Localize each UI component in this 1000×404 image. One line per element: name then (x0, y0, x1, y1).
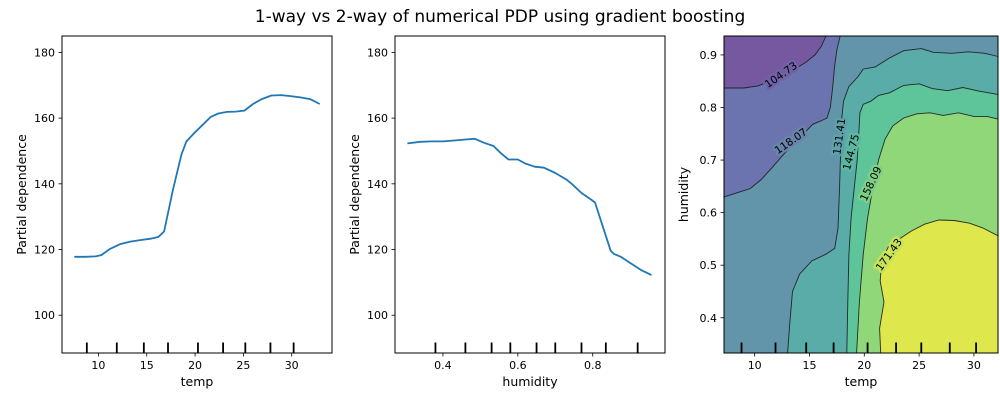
x-axis-label: humidity (502, 374, 558, 389)
y-tick-label: 180 (34, 46, 55, 59)
pdp-line (407, 137, 652, 276)
y-tick-label: 0.4 (700, 312, 718, 325)
x-tick-label: 0.8 (584, 359, 602, 372)
contour-line-104.73 (724, 35, 827, 89)
axes-frame (394, 35, 666, 354)
figure-title-group: 1-way vs 2-way of numerical PDP using gr… (255, 7, 746, 27)
y-tick-label: 0.9 (700, 49, 718, 62)
contour-band-1 (724, 36, 841, 197)
y-axis-label: Partial dependence (14, 134, 29, 255)
x-tick-label: 10 (91, 359, 105, 372)
pdp-line-plot-temp: 10 15 20 25 30 100 120 140 160 180 temp Partial dep… (14, 35, 333, 389)
y-tick-label: 0.7 (700, 154, 718, 167)
contour-band-6 (879, 220, 998, 353)
x-tick-label: 30 (285, 359, 299, 372)
x-tick-label: 25 (236, 359, 250, 372)
x-tick-label: 20 (188, 359, 202, 372)
y-tick-label: 160 (34, 112, 55, 125)
x-tick-label: 25 (912, 359, 926, 372)
x-tick-label: 15 (802, 359, 816, 372)
x-tick-label: 20 (857, 359, 871, 372)
y-tick-label: 0.8 (700, 101, 718, 114)
axes-frame (723, 35, 999, 354)
x-axis-label: temp (845, 374, 878, 389)
y-axis-label: humidity (676, 166, 691, 222)
pdp-line (74, 94, 321, 258)
y-tick-label: 0.5 (700, 259, 718, 272)
x-tick-label: 0.4 (434, 359, 452, 372)
axes-frame (61, 35, 333, 354)
y-tick-label: 180 (367, 46, 388, 59)
contour-line-171.43 (879, 219, 999, 354)
x-axis-label: temp (181, 374, 214, 389)
pdp-line-plot-humidity: 0.4 0.6 0.8 100 120 140 160 180 humidity Partial … (347, 35, 666, 389)
x-tick-label: 10 (748, 359, 762, 372)
x-tick-label: 0.6 (509, 359, 527, 372)
contour-band-0 (724, 36, 826, 88)
contour-line-158.09 (856, 112, 999, 354)
contour-line-131.41 (787, 48, 999, 354)
x-tick-label: 15 (140, 359, 154, 372)
y-tick-label: 100 (367, 309, 388, 322)
y-axis-label: Partial dependence (347, 134, 362, 255)
y-tick-label: 100 (34, 309, 55, 322)
y-tick-label: 140 (367, 178, 388, 191)
contour-line-118.07 (723, 35, 841, 198)
y-tick-label: 140 (34, 178, 55, 191)
y-tick-label: 160 (367, 112, 388, 125)
figure-title: 1-way vs 2-way of numerical PDP using gr… (255, 7, 746, 27)
y-tick-label: 120 (34, 244, 55, 257)
y-tick-label: 120 (367, 244, 388, 257)
x-tick-label: 30 (967, 359, 981, 372)
y-tick-label: 0.6 (700, 207, 718, 220)
contour-line-144.75 (846, 83, 999, 354)
